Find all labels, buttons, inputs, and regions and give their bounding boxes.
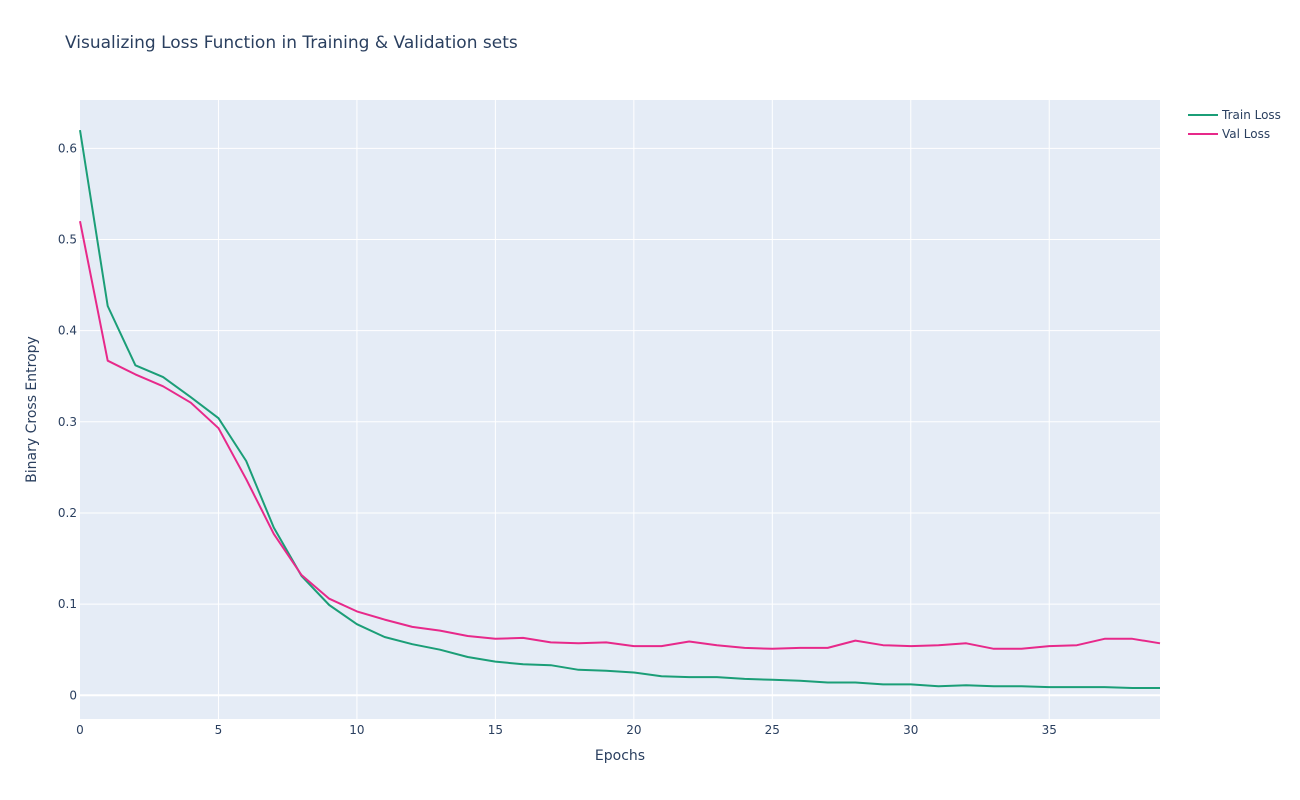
y-tick-label: 0.4 — [58, 324, 77, 338]
x-tick-label: 5 — [215, 723, 223, 737]
series-line-val-loss — [79, 221, 1161, 650]
y-tick-label: 0.1 — [58, 597, 77, 611]
legend-label-val-loss: Val Loss — [1222, 127, 1270, 141]
x-tick-label: 35 — [1042, 723, 1057, 737]
y-tick-label: 0.3 — [58, 415, 77, 429]
x-tick-label: 25 — [765, 723, 780, 737]
x-tick-label: 30 — [903, 723, 918, 737]
x-tick-label: 15 — [488, 723, 503, 737]
x-tick-label: 10 — [349, 723, 364, 737]
plot-background — [80, 100, 1160, 719]
x-axis-title: Epochs — [595, 748, 645, 764]
x-tick-label: 0 — [76, 723, 84, 737]
x-axis-ticks: 0 5 10 15 20 25 30 35 — [76, 723, 1057, 737]
y-tick-label: 0 — [69, 688, 77, 702]
grid-lines — [80, 100, 1160, 719]
y-axis-title: Binary Cross Entropy — [24, 336, 40, 483]
x-tick-label: 20 — [626, 723, 641, 737]
y-axis-ticks: 0 0.1 0.2 0.3 0.4 0.5 0.6 — [58, 141, 77, 702]
y-tick-label: 0.6 — [58, 141, 77, 155]
legend: Train Loss Val Loss — [1188, 108, 1281, 141]
y-tick-label: 0.5 — [58, 232, 77, 246]
chart-title: Visualizing Loss Function in Training & … — [65, 33, 518, 53]
legend-label-train-loss: Train Loss — [1221, 108, 1281, 122]
series-layer — [79, 129, 1161, 689]
y-tick-label: 0.2 — [58, 506, 77, 520]
series-line-train-loss — [79, 129, 1160, 689]
